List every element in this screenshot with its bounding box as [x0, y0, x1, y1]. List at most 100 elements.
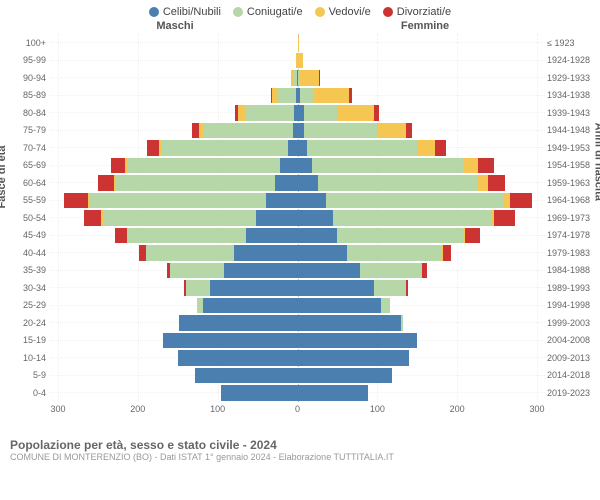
bar-segment: [170, 263, 224, 279]
birth-year-label: 2009-2013: [547, 353, 597, 363]
bar-segment: [377, 123, 406, 139]
legend-label: Vedovi/e: [329, 6, 371, 18]
legend-label: Divorziati/e: [397, 6, 451, 18]
bar-segment: [298, 315, 402, 331]
bar-male: [197, 298, 298, 314]
bar-segment: [374, 280, 406, 296]
bar-male: [192, 123, 297, 139]
bar-female: [298, 123, 413, 139]
bar-segment: [246, 228, 297, 244]
bar-male: [64, 193, 297, 209]
age-label: 5-9: [10, 370, 46, 380]
bar-segment: [298, 333, 418, 349]
bar-segment: [494, 210, 515, 226]
bar-female: [298, 140, 446, 156]
x-tick: 200: [130, 404, 145, 414]
bar-male: [139, 245, 297, 261]
bar-segment: [186, 280, 210, 296]
y-axis-label-left: Fasce di età: [0, 146, 8, 209]
bar-female: [298, 53, 304, 69]
bar-segment: [275, 175, 297, 191]
legend-swatch: [315, 7, 325, 17]
bar-segment: [298, 245, 348, 261]
age-label: 15-19: [10, 335, 46, 345]
age-label: 25-29: [10, 300, 46, 310]
bar-segment: [298, 385, 368, 401]
bar-segment: [179, 315, 297, 331]
bar-male: [178, 350, 298, 366]
bar-segment: [221, 385, 298, 401]
bar-segment: [115, 175, 275, 191]
birth-year-label: 1964-1968: [547, 195, 597, 205]
legend-item: Divorziati/e: [383, 6, 451, 18]
bar-segment: [304, 123, 377, 139]
legend-label: Celibi/Nubili: [163, 6, 221, 18]
birth-year-label: 1934-1938: [547, 90, 597, 100]
age-label: 70-74: [10, 143, 46, 153]
bar-female: [298, 210, 515, 226]
bar-male: [167, 263, 298, 279]
birth-year-label: 1989-1993: [547, 283, 597, 293]
age-label: 40-44: [10, 248, 46, 258]
chart-source: COMUNE DI MONTERENZIO (BO) - Dati ISTAT …: [10, 452, 590, 462]
bar-female: [298, 228, 480, 244]
bar-male: [184, 280, 297, 296]
bar-female: [298, 333, 418, 349]
bar-segment: [488, 175, 506, 191]
bar-segment: [298, 158, 312, 174]
bar-segment: [115, 228, 126, 244]
bar-male: [84, 210, 298, 226]
bar-female: [298, 175, 506, 191]
bar-segment: [288, 140, 298, 156]
bar-segment: [465, 228, 479, 244]
pyramid-row: 45-491974-1978: [50, 227, 545, 245]
bar-segment: [203, 298, 297, 314]
legend-item: Celibi/Nubili: [149, 6, 221, 18]
birth-year-label: 1984-1988: [547, 265, 597, 275]
bar-segment: [298, 350, 410, 366]
bar-segment: [98, 175, 114, 191]
pyramid-rows: 100+≤ 192395-991924-192890-941929-193385…: [50, 34, 545, 402]
bar-male: [147, 140, 297, 156]
pyramid-row: 35-391984-1988: [50, 262, 545, 280]
age-label: 35-39: [10, 265, 46, 275]
birth-year-label: 1969-1973: [547, 213, 597, 223]
x-tick: 300: [530, 404, 545, 414]
bar-segment: [401, 315, 403, 331]
pyramid-row: 20-241999-2003: [50, 314, 545, 332]
bar-male: [111, 158, 298, 174]
bar-female: [298, 368, 392, 384]
bar-segment: [298, 228, 338, 244]
birth-year-label: ≤ 1923: [547, 38, 597, 48]
bar-segment: [298, 140, 308, 156]
pyramid-row: 65-691954-1958: [50, 157, 545, 175]
bar-female: [298, 385, 368, 401]
x-tick: 0: [295, 404, 300, 414]
bar-segment: [266, 193, 298, 209]
x-tick: 100: [370, 404, 385, 414]
birth-year-label: 1944-1948: [547, 125, 597, 135]
bar-segment: [162, 140, 288, 156]
birth-year-label: 1994-1998: [547, 300, 597, 310]
pyramid-row: 55-591964-1968: [50, 192, 545, 210]
bar-segment: [312, 158, 464, 174]
bar-segment: [347, 245, 441, 261]
age-label: 65-69: [10, 160, 46, 170]
bar-segment: [178, 350, 298, 366]
bar-female: [298, 35, 300, 51]
bar-segment: [360, 263, 422, 279]
bar-segment: [300, 70, 319, 86]
age-label: 20-24: [10, 318, 46, 328]
bar-segment: [90, 193, 266, 209]
bar-segment: [298, 263, 360, 279]
bar-segment: [298, 368, 392, 384]
bar-segment: [319, 70, 320, 86]
x-tick: 100: [210, 404, 225, 414]
legend: Celibi/NubiliConiugati/eVedovi/eDivorzia…: [0, 0, 600, 20]
age-label: 95-99: [10, 55, 46, 65]
bar-segment: [478, 158, 494, 174]
bar-segment: [84, 210, 102, 226]
bar-segment: [417, 140, 435, 156]
bar-female: [298, 350, 410, 366]
birth-year-label: 2014-2018: [547, 370, 597, 380]
